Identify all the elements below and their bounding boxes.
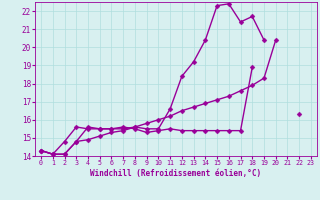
X-axis label: Windchill (Refroidissement éolien,°C): Windchill (Refroidissement éolien,°C) bbox=[91, 169, 261, 178]
